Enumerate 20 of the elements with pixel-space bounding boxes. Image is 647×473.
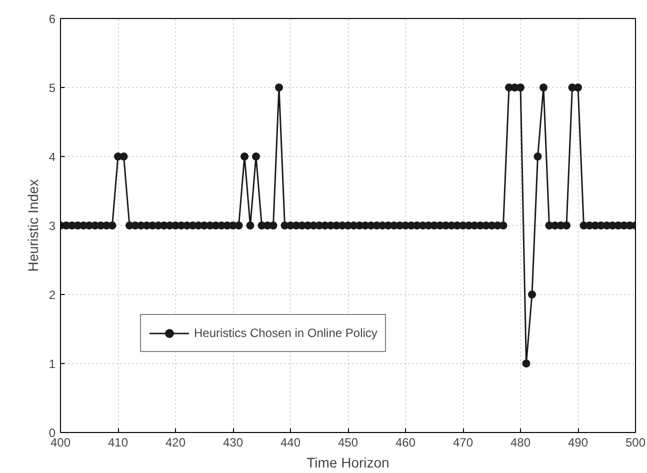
y-axis-title: Heuristic Index (24, 179, 41, 272)
x-tick-label: 460 (395, 436, 416, 450)
y-tick-label: 2 (48, 288, 56, 302)
x-tick-label: 430 (222, 436, 244, 450)
y-tick-label: 1 (48, 357, 56, 371)
x-tick-label: 480 (510, 436, 531, 450)
y-tick-label: 3 (48, 219, 56, 233)
x-tick-label: 450 (338, 436, 358, 450)
x-tick-label: 470 (452, 436, 474, 450)
x-axis-title: Time Horizon (306, 454, 390, 470)
x-tick-label: 420 (165, 436, 186, 450)
x-tick-label: 400 (50, 436, 71, 450)
x-tick-label: 490 (568, 436, 588, 450)
x-tick-label: 440 (280, 436, 301, 450)
y-tick-label: 6 (48, 12, 56, 26)
x-tick-label: 410 (108, 436, 128, 450)
x-tick-label: 500 (625, 436, 646, 450)
legend-label: Heuristics Chosen in Online Policy (194, 326, 378, 340)
y-tick-label: 4 (48, 150, 56, 164)
y-tick-label: 5 (48, 81, 56, 95)
